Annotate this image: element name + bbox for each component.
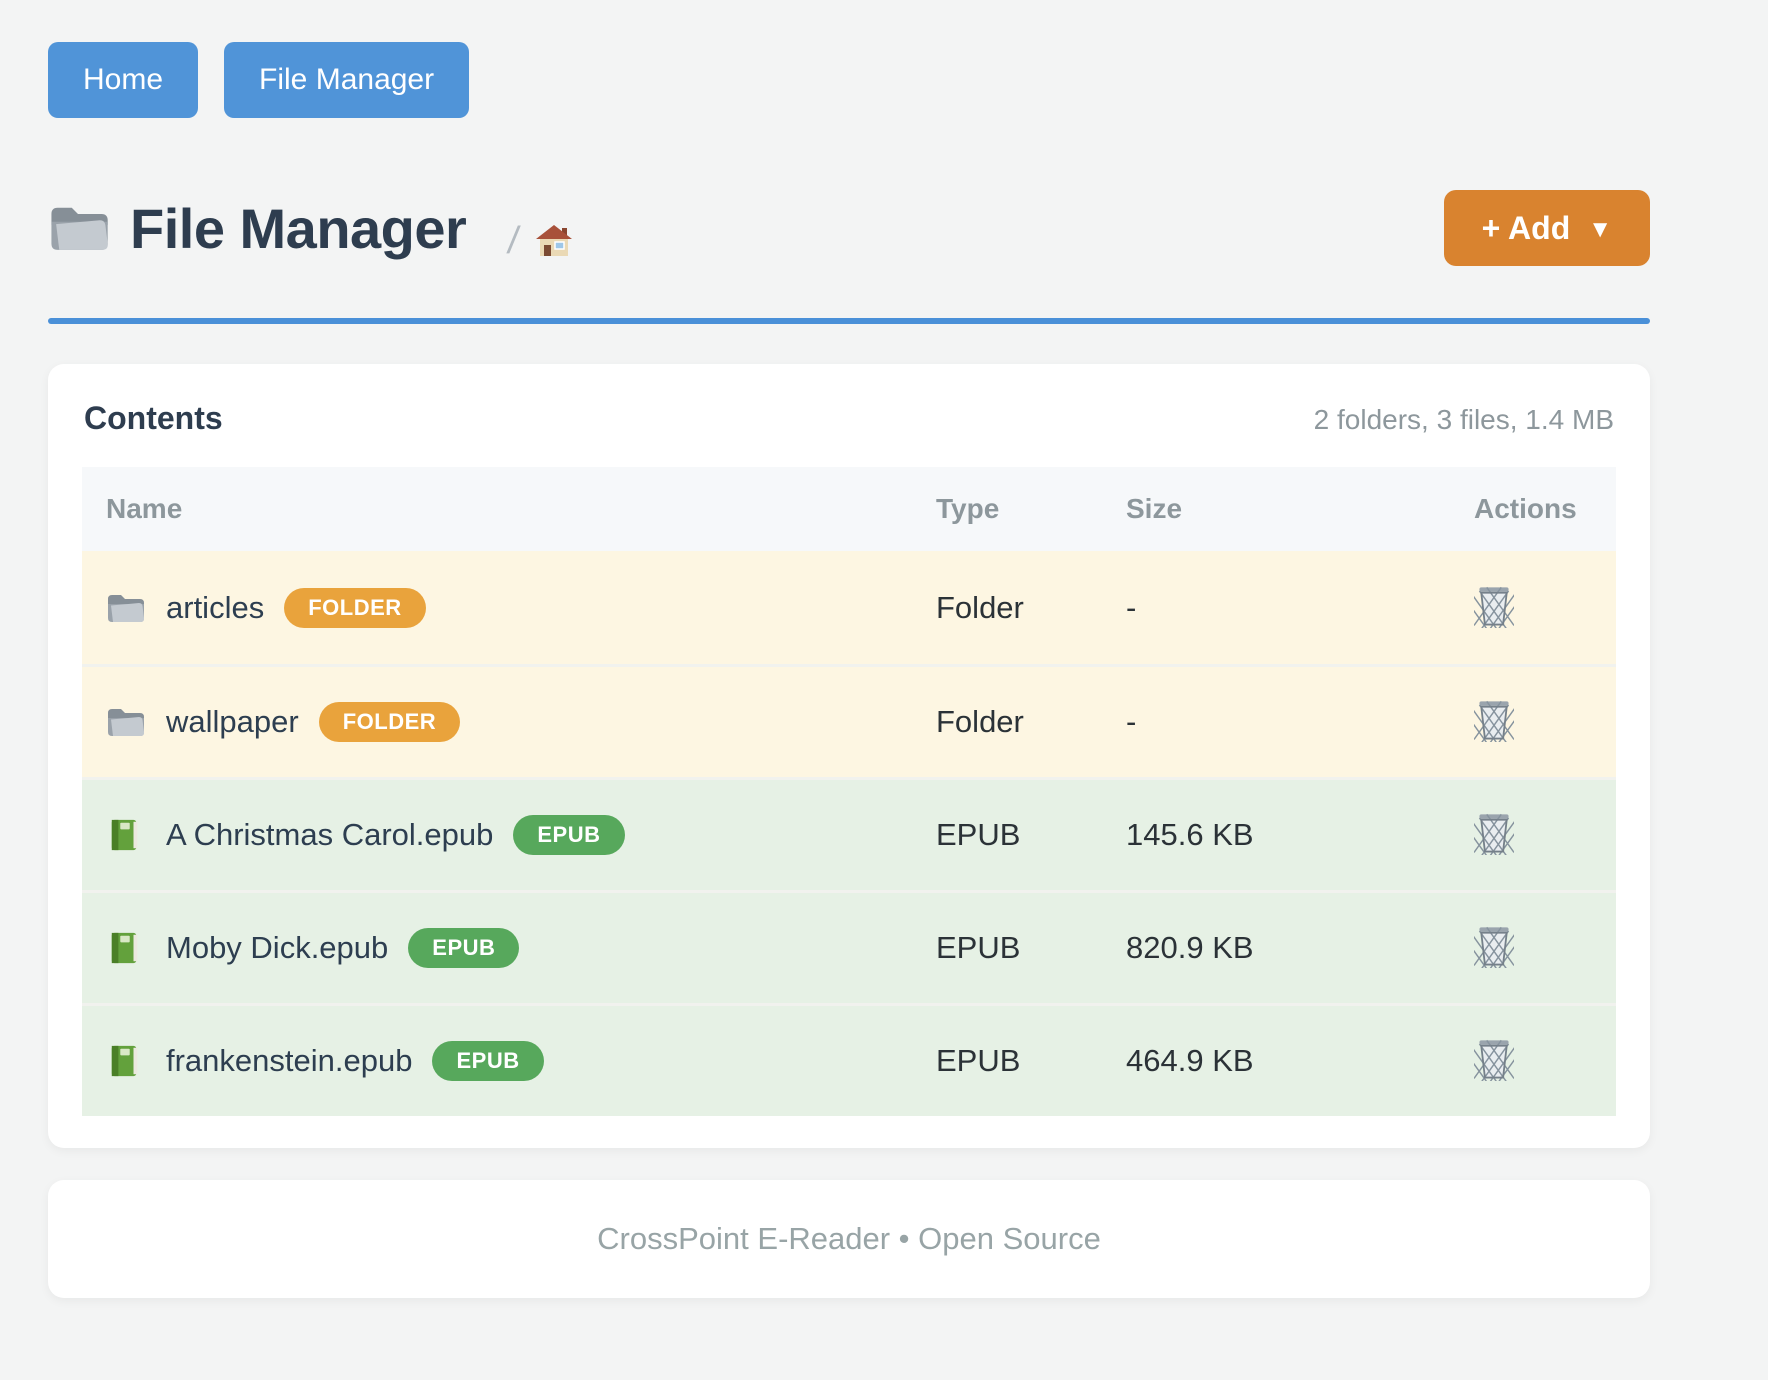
- footer-text: CrossPoint E-Reader • Open Source: [597, 1221, 1101, 1256]
- delete-button[interactable]: [1474, 583, 1514, 628]
- table-header-row: Name Type Size Actions: [82, 467, 1616, 551]
- file-type-badge: EPUB: [513, 815, 625, 855]
- type-cell: Folder: [936, 589, 1024, 625]
- contents-heading: Contents: [84, 400, 223, 436]
- size-cell: 145.6 KB: [1126, 817, 1254, 852]
- folder-icon: [48, 203, 108, 253]
- name-cell: Moby Dick.epub EPUB: [82, 928, 936, 968]
- book-icon: [106, 931, 144, 965]
- trash-icon: [1474, 923, 1514, 968]
- file-name-link[interactable]: Moby Dick.epub: [166, 930, 389, 965]
- add-button[interactable]: + Add ▼: [1443, 190, 1650, 266]
- file-table: Name Type Size Actions articles FOLDER F…: [82, 467, 1616, 1116]
- folder-icon: [106, 705, 144, 739]
- folder-icon: [106, 591, 144, 625]
- name-cell: frankenstein.epub EPUB: [82, 1041, 936, 1081]
- actions-cell: [1456, 923, 1616, 973]
- table-row[interactable]: articles FOLDER Folder -: [82, 551, 1616, 664]
- size-cell: -: [1126, 589, 1137, 625]
- chevron-down-icon: ▼: [1588, 215, 1612, 243]
- column-header-actions: Actions: [1474, 493, 1577, 524]
- column-header-size: Size: [1126, 493, 1183, 524]
- file-type-badge: FOLDER: [318, 702, 461, 742]
- trash-icon: [1474, 810, 1514, 855]
- contents-card: Contents 2 folders, 3 files, 1.4 MB Name…: [48, 364, 1650, 1148]
- page-title: File Manager: [130, 196, 467, 260]
- size-cell: 820.9 KB: [1126, 930, 1254, 965]
- table-body: articles FOLDER Folder - wallpaper FOLDE…: [82, 551, 1616, 1116]
- table-row[interactable]: wallpaper FOLDER Folder -: [82, 664, 1616, 777]
- breadcrumb: /: [505, 219, 573, 263]
- file-type-badge: FOLDER: [284, 587, 426, 628]
- contents-card-header: Contents 2 folders, 3 files, 1.4 MB: [82, 400, 1616, 437]
- actions-cell: [1456, 1036, 1616, 1086]
- file-name-link[interactable]: wallpaper: [166, 704, 299, 739]
- footer-card: CrossPoint E-Reader • Open Source: [48, 1180, 1650, 1298]
- page-header: File Manager / + Add ▼: [48, 190, 1650, 266]
- file-type-badge: EPUB: [408, 928, 520, 968]
- delete-button[interactable]: [1474, 697, 1514, 742]
- file-type-badge: EPUB: [432, 1041, 544, 1081]
- type-cell: EPUB: [936, 817, 1021, 852]
- file-name-link[interactable]: articles: [166, 589, 265, 625]
- type-cell: EPUB: [936, 1043, 1021, 1078]
- trash-icon: [1474, 697, 1514, 742]
- size-cell: 464.9 KB: [1126, 1043, 1254, 1078]
- delete-button[interactable]: [1474, 810, 1514, 855]
- nav-home-button[interactable]: Home: [48, 42, 199, 118]
- name-cell: articles FOLDER: [82, 587, 936, 628]
- book-icon: [106, 818, 144, 852]
- actions-cell: [1456, 810, 1616, 860]
- contents-summary: 2 folders, 3 files, 1.4 MB: [1313, 404, 1614, 435]
- top-nav: Home File Manager: [48, 0, 1650, 118]
- delete-button[interactable]: [1474, 923, 1514, 968]
- add-button-label: + Add: [1481, 209, 1571, 246]
- table-row[interactable]: frankenstein.epub EPUB EPUB 464.9 KB: [82, 1003, 1616, 1116]
- page: Home File Manager File Manager / + Add ▼…: [48, 0, 1650, 1298]
- book-icon: [106, 1044, 144, 1078]
- file-name-link[interactable]: frankenstein.epub: [166, 1043, 413, 1078]
- title-group: File Manager /: [48, 194, 573, 263]
- column-header-type: Type: [936, 493, 1000, 524]
- header-divider: [48, 318, 1650, 324]
- size-cell: -: [1126, 704, 1137, 739]
- actions-cell: [1456, 583, 1616, 633]
- trash-icon: [1474, 1036, 1514, 1081]
- actions-cell: [1456, 697, 1616, 747]
- nav-file-manager-button[interactable]: File Manager: [224, 42, 470, 118]
- table-row[interactable]: A Christmas Carol.epub EPUB EPUB 145.6 K…: [82, 777, 1616, 890]
- breadcrumb-separator: /: [505, 219, 522, 262]
- type-cell: EPUB: [936, 930, 1021, 965]
- column-header-name: Name: [106, 493, 183, 524]
- table-row[interactable]: Moby Dick.epub EPUB EPUB 820.9 KB: [82, 890, 1616, 1003]
- name-cell: wallpaper FOLDER: [82, 702, 936, 742]
- file-name-link[interactable]: A Christmas Carol.epub: [166, 817, 494, 852]
- home-icon[interactable]: [535, 224, 573, 258]
- name-cell: A Christmas Carol.epub EPUB: [82, 815, 936, 855]
- trash-icon: [1474, 583, 1514, 628]
- type-cell: Folder: [936, 704, 1024, 739]
- delete-button[interactable]: [1474, 1036, 1514, 1081]
